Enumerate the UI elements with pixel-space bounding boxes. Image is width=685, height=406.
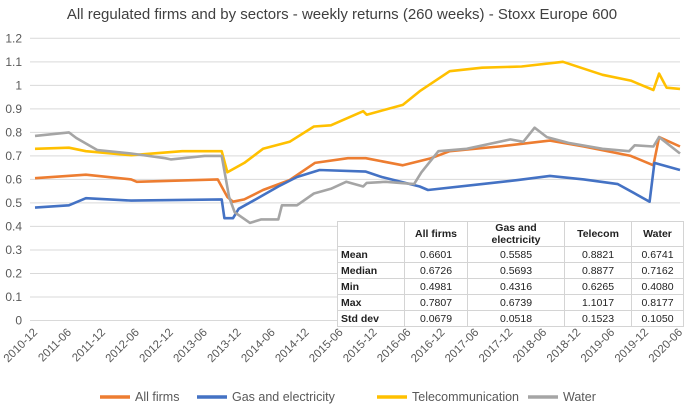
table-cell: 0.6726 [404,262,468,279]
x-tick-label: 2013-12 [205,327,243,365]
table-cell: 0.0679 [404,310,468,327]
x-tick-label: 2016-12 [409,327,447,365]
series-line-telecommunication [34,60,681,174]
x-tick-label: 2019-12 [613,327,651,365]
x-tick-label: 2017-06 [443,327,481,365]
x-tick-label: 2020-06 [647,327,685,365]
statistics-table: All firms Gas and electricity Telecom Water… [337,221,684,327]
table-row-label: Median [337,262,405,279]
table-cell: 0.5585 [467,246,565,263]
table-cell: 0.7162 [631,262,684,279]
y-tick-label: 0.9 [5,102,22,116]
table-row: Std dev 0.0679 0.0518 0.1523 0.1050 [337,310,684,327]
legend-label: Telecommunication [412,390,519,404]
table-cell: 0.7807 [404,294,468,311]
x-tick-label: 2013-06 [172,327,210,365]
y-tick-label: 0.4 [5,219,22,233]
table-cell: 0.5693 [467,262,565,279]
table-row-label: Mean [337,246,405,263]
x-tick-label: 2014-12 [273,327,311,365]
y-tick-label: 0.2 [5,266,22,280]
table-cell: 0.0518 [467,310,565,327]
table-cell: 0.8821 [564,246,632,263]
x-tick-label: 2012-06 [104,327,142,365]
legend-label: Gas and electricity [232,390,336,404]
table-cell: 0.4080 [631,278,684,295]
table-row-label: Min [337,278,405,295]
x-tick-label: 2016-06 [375,327,413,365]
y-tick-label: 1.1 [5,55,22,69]
y-tick-label: 0.8 [5,125,22,139]
table-header-cell: All firms [404,221,468,247]
table-cell: 0.4316 [467,278,565,295]
x-tick-label: 2017-12 [477,327,515,365]
y-tick-label: 1.2 [5,31,22,45]
legend-item: Water [528,390,596,404]
y-tick-label: 0.5 [5,196,22,210]
table-cell: 0.1523 [564,310,632,327]
table-cell: 0.1050 [631,310,684,327]
table-header-cell [337,221,405,247]
x-tick-label: 2015-06 [307,327,345,365]
y-tick-label: 0.7 [5,149,22,163]
x-tick-label: 2012-12 [138,327,176,365]
legend-item: Telecommunication [377,390,519,404]
table-header-cell: Telecom [564,221,632,247]
table-row: Min 0.4981 0.4316 0.6265 0.4080 [337,278,684,295]
table-cell: 0.6739 [467,294,565,311]
legend-label: Water [563,390,596,404]
table-row-label: Std dev [337,310,405,327]
y-tick-label: 0.1 [5,290,22,304]
series-line-water [34,126,681,225]
x-tick-label: 2010-12 [2,327,40,365]
table-row: Max 0.7807 0.6739 1.1017 0.8177 [337,294,684,311]
table-header-cell: Water [631,221,684,247]
y-tick-label: 0 [15,314,22,328]
table-cell: 0.6601 [404,246,468,263]
table-row: Median 0.6726 0.5693 0.8877 0.7162 [337,262,684,279]
table-cell: 0.6265 [564,278,632,295]
series-line-all-firms [34,135,681,203]
y-tick-label: 0.6 [5,172,22,186]
y-tick-label: 1 [15,78,22,92]
x-tick-label: 2015-12 [341,327,379,365]
table-cell: 0.6741 [631,246,684,263]
legend-item: All firms [100,390,179,404]
table-cell: 1.1017 [564,294,632,311]
table-cell: 0.8177 [631,294,684,311]
x-tick-label: 2011-12 [70,327,108,365]
x-tick-label: 2019-06 [579,327,617,365]
legend-item: Gas and electricity [197,390,336,404]
legend-label: All firms [135,390,179,404]
x-tick-label: 2018-06 [511,327,549,365]
series-line-gas-and-electricity [34,161,681,220]
table-cell: 0.4981 [404,278,468,295]
x-tick-label: 2011-06 [36,327,74,365]
table-row: Mean 0.6601 0.5585 0.8821 0.6741 [337,246,684,263]
x-tick-label: 2014-06 [239,327,277,365]
table-row-label: Max [337,294,405,311]
table-header-cell: Gas and electricity [467,221,565,247]
chart-title: All regulated firms and by sectors - wee… [67,6,617,23]
y-tick-label: 0.3 [5,243,22,257]
x-tick-label: 2018-12 [545,327,583,365]
table-cell: 0.8877 [564,262,632,279]
